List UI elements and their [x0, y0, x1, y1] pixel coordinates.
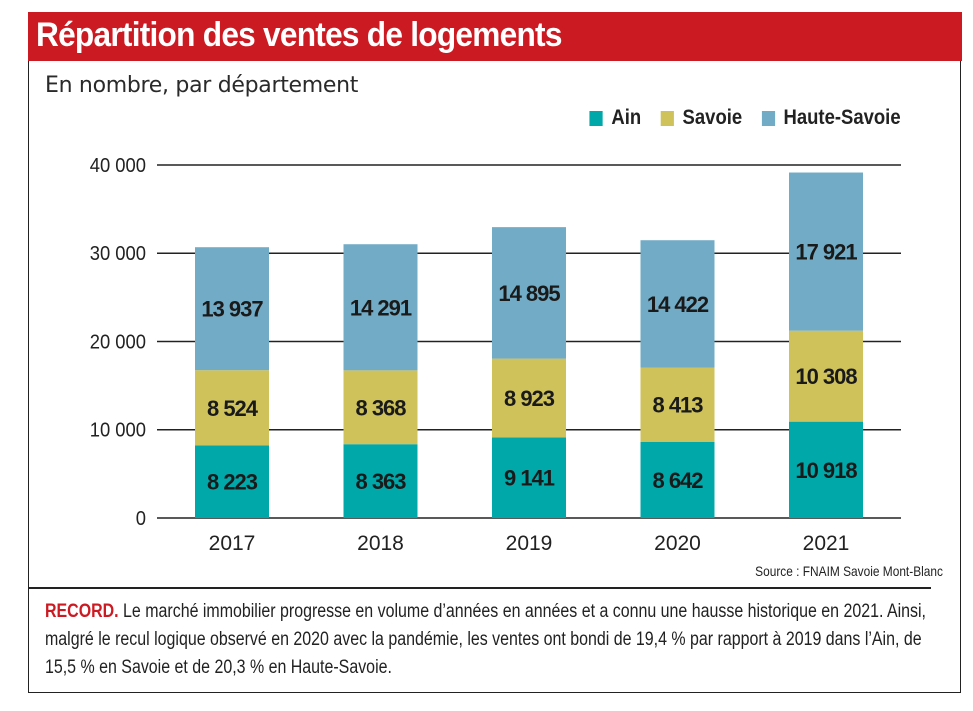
legend: Ain Savoie Haute-Savoie — [570, 106, 901, 130]
bar-segment-ain — [492, 437, 566, 518]
caption-text: Le marché immobilier progresse en volume… — [45, 601, 926, 678]
bar-segment-savoie — [789, 330, 863, 422]
data-label: 8 363 — [355, 469, 406, 494]
bar-segment-savoie — [640, 367, 715, 442]
bar-segment-haute-savoie — [492, 227, 566, 359]
data-label: 8 642 — [652, 468, 703, 493]
legend-item-savoie: Savoie — [660, 106, 743, 130]
bar-segment-haute-savoie — [640, 240, 715, 368]
bar-segment-savoie — [195, 370, 269, 446]
caption-lead: RECORD. — [45, 601, 119, 622]
bar-segment-haute-savoie — [195, 247, 269, 371]
x-tick-label: 2017 — [209, 532, 256, 555]
bar-segment-savoie — [343, 370, 418, 445]
data-label: 8 223 — [207, 470, 258, 495]
legend-swatch-haute-savoie — [761, 110, 776, 126]
data-label: 10 918 — [795, 458, 857, 483]
data-label: 14 895 — [498, 281, 560, 306]
data-label: 8 524 — [207, 396, 259, 421]
data-label: 17 921 — [795, 240, 857, 265]
bar-segment-haute-savoie — [343, 244, 418, 371]
caption: RECORD. Le marché immobilier progresse e… — [45, 598, 926, 682]
data-label: 8 923 — [504, 386, 555, 411]
chart-title: Répartition des ventes de logements — [36, 16, 562, 54]
x-tick-label: 2018 — [357, 532, 404, 555]
data-label: 8 413 — [652, 393, 703, 418]
bar-segment-ain — [195, 445, 269, 518]
legend-item-haute-savoie: Haute-Savoie — [761, 106, 901, 130]
y-tick-label: 0 — [136, 508, 146, 530]
data-label: 14 291 — [350, 295, 412, 320]
x-tick-label: 2021 — [803, 532, 850, 555]
source-note: Source : FNAIM Savoie Mont-Blanc — [755, 563, 943, 579]
legend-item-ain: Ain — [589, 106, 642, 130]
separator — [29, 587, 931, 589]
bar-segment-ain — [640, 441, 715, 518]
x-tick-label: 2019 — [506, 532, 553, 555]
data-label: 14 422 — [647, 292, 709, 317]
y-tick-label: 10 000 — [90, 420, 146, 442]
chart-frame — [28, 12, 961, 693]
data-label: 10 308 — [795, 364, 857, 389]
data-label: 8 368 — [355, 395, 406, 420]
legend-label-ain: Ain — [611, 106, 642, 129]
x-tick-label: 2020 — [654, 532, 701, 555]
legend-label-savoie: Savoie — [682, 106, 743, 129]
bar-segment-savoie — [492, 358, 566, 438]
bar-segment-haute-savoie — [789, 172, 863, 331]
y-tick-label: 30 000 — [90, 244, 146, 266]
data-label: 13 937 — [201, 297, 263, 322]
legend-swatch-savoie — [660, 110, 675, 126]
title-bar: Répartition des ventes de logements — [28, 12, 962, 61]
y-tick-label: 20 000 — [90, 332, 146, 354]
bar-segment-ain — [343, 444, 418, 518]
chart-subtitle: En nombre, par département — [45, 73, 359, 98]
legend-label-haute-savoie: Haute-Savoie — [783, 106, 901, 129]
data-label: 9 141 — [504, 466, 555, 491]
legend-swatch-ain — [589, 110, 604, 126]
y-tick-label: 40 000 — [90, 155, 146, 177]
bar-segment-ain — [789, 421, 863, 518]
